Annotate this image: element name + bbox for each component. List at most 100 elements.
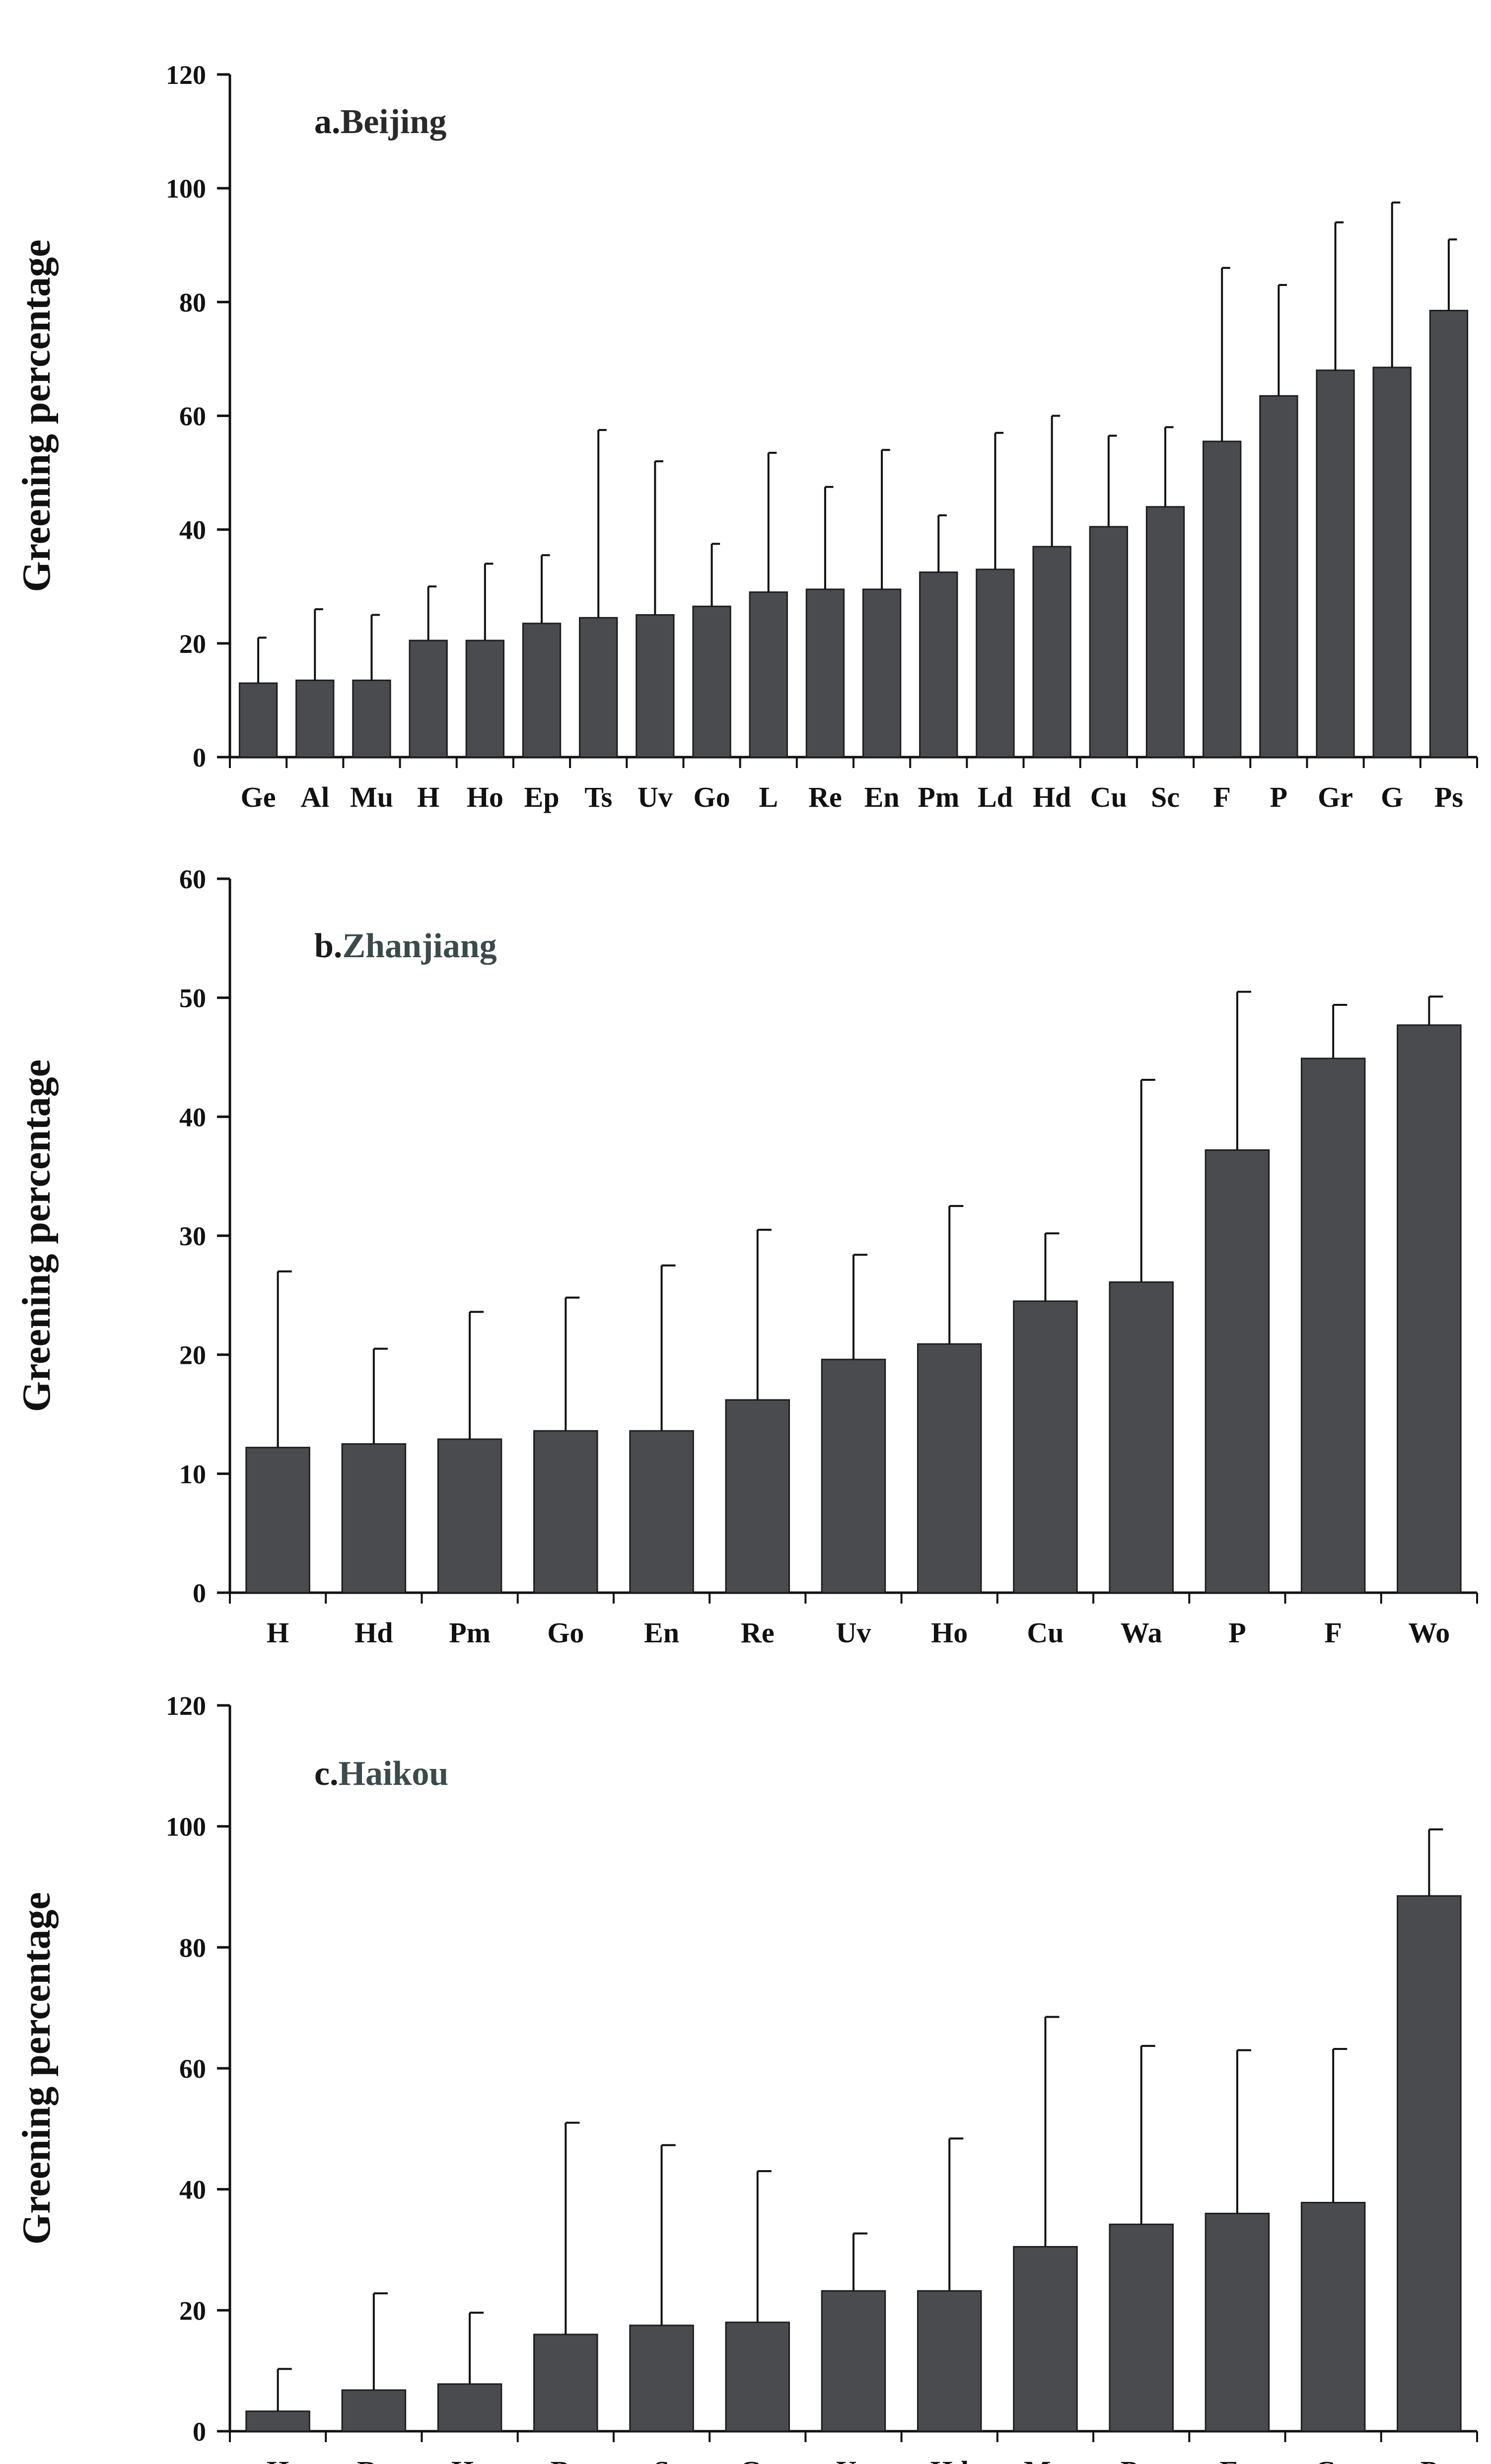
y-tick-label: 20 bbox=[179, 1340, 206, 1370]
bar-ps bbox=[1429, 310, 1469, 758]
category-label: S bbox=[653, 2455, 669, 2464]
y-tick-label: 80 bbox=[179, 1933, 206, 1963]
y-tick-label: 40 bbox=[179, 1102, 206, 1132]
bar-en bbox=[1205, 2212, 1270, 2432]
category-label: Re bbox=[357, 2455, 391, 2464]
category-label: Al bbox=[300, 781, 329, 813]
y-tick-label: 30 bbox=[179, 1221, 206, 1251]
bar-uv bbox=[821, 1358, 886, 1594]
chart-title-city: Haikou bbox=[339, 1755, 449, 1793]
bar-bs bbox=[533, 2333, 598, 2432]
category-label: F bbox=[1213, 781, 1230, 813]
bar-s bbox=[629, 2324, 694, 2432]
category-label: Pm bbox=[449, 1617, 491, 1649]
bar-h bbox=[245, 1447, 310, 1594]
category-label: Mu bbox=[1024, 2455, 1067, 2464]
y-tick-label: 40 bbox=[179, 2175, 206, 2205]
category-label: Ge bbox=[241, 781, 276, 813]
bar-go bbox=[725, 2322, 790, 2432]
category-label: Go bbox=[547, 1617, 584, 1649]
bar-pm bbox=[1109, 2223, 1174, 2432]
bar-p bbox=[1205, 1149, 1270, 1594]
bar-wa bbox=[1109, 1281, 1174, 1594]
bar-re bbox=[805, 588, 845, 758]
bar-pm bbox=[919, 571, 958, 758]
bar-uv bbox=[636, 614, 675, 758]
category-label: Ho bbox=[931, 1617, 968, 1649]
bar-ho bbox=[917, 1343, 982, 1594]
category-label: En bbox=[644, 1617, 679, 1649]
category-label: Sc bbox=[1151, 781, 1180, 813]
chart-title-prefix: b. bbox=[314, 927, 342, 965]
category-label: P bbox=[1270, 781, 1287, 813]
bar-hd bbox=[341, 1443, 407, 1594]
bar-en bbox=[629, 1430, 694, 1594]
bar-mu bbox=[352, 679, 391, 758]
y-tick-label: 0 bbox=[193, 2417, 206, 2447]
category-label: Go bbox=[739, 2455, 776, 2464]
category-label: Ld bbox=[978, 781, 1013, 813]
bar-cu bbox=[1013, 1300, 1078, 1594]
category-label: Ep bbox=[524, 781, 560, 813]
y-tick-label: 0 bbox=[193, 743, 206, 773]
bar-wo bbox=[1397, 1024, 1462, 1594]
category-label: Uv bbox=[836, 1617, 871, 1649]
category-label: H bbox=[267, 2455, 289, 2464]
category-label: H bbox=[417, 781, 439, 813]
category-label: Hd bbox=[1033, 781, 1071, 813]
category-label: Hd bbox=[355, 1617, 393, 1649]
category-label: Cu bbox=[1090, 781, 1127, 813]
bar-h bbox=[245, 2410, 310, 2432]
bar-p bbox=[1397, 1895, 1462, 2432]
y-axis-title: Greening percentage bbox=[15, 1892, 59, 2245]
bar-hd bbox=[917, 2290, 982, 2432]
category-label: G bbox=[1381, 781, 1403, 813]
chart-title-city: Zhanjiang bbox=[342, 927, 497, 965]
category-label: Ho bbox=[451, 2455, 488, 2464]
category-label: Pm bbox=[918, 781, 959, 813]
y-axis-title: Greening percentage bbox=[15, 1059, 59, 1412]
bar-p bbox=[1259, 395, 1298, 758]
bar-ho bbox=[465, 639, 504, 758]
chart-panel-haikou: 0 20 40 60 80 100 120 H Re Ho Bs S Go Uv Hd Mu Pm En Cu P Gr… bbox=[15, 1691, 1478, 2464]
y-tick-label: 120 bbox=[166, 60, 206, 90]
category-label: L bbox=[759, 781, 778, 813]
chart-panel-zhanjiang: 0 10 20 30 40 50 60 H Hd Pm Go En Re Uv Ho Cu Wa P F Wo Gree… bbox=[15, 864, 1478, 1649]
category-label: Wa bbox=[1121, 1617, 1162, 1649]
chart-title: b.Zhanjiang bbox=[314, 927, 497, 965]
category-label: Bs bbox=[551, 2455, 581, 2464]
category-label: Re bbox=[741, 1617, 775, 1649]
category-label: Uv bbox=[638, 781, 673, 813]
bar-al bbox=[295, 679, 335, 758]
bar-en bbox=[862, 588, 902, 758]
bar-cu bbox=[1300, 2201, 1366, 2432]
y-tick-label: 60 bbox=[179, 864, 206, 894]
category-label: Mu bbox=[350, 781, 393, 813]
bar-ho bbox=[437, 2383, 502, 2432]
bar-re bbox=[725, 1399, 790, 1594]
bar-go bbox=[533, 1430, 598, 1594]
bar-go bbox=[692, 605, 731, 758]
bar-ep bbox=[522, 623, 562, 758]
category-label: Hd bbox=[930, 2455, 969, 2464]
bar-h bbox=[409, 639, 448, 758]
category-label: Gr bbox=[1318, 781, 1353, 813]
bar-mu bbox=[1013, 2246, 1078, 2432]
y-tick-label: 60 bbox=[179, 402, 206, 431]
bar-uv bbox=[821, 2290, 886, 2432]
bar-re bbox=[341, 2389, 407, 2432]
y-tick-label: 20 bbox=[179, 2296, 206, 2325]
bar-ld bbox=[976, 568, 1015, 758]
bar-g bbox=[1372, 366, 1412, 758]
y-tick-label: 120 bbox=[166, 1691, 206, 1721]
chart-title-prefix: a. bbox=[314, 103, 341, 141]
category-label: P bbox=[1420, 2455, 1438, 2464]
bar-hd bbox=[1032, 546, 1071, 758]
chart-title: a.Beijing bbox=[314, 103, 446, 141]
category-label: Re bbox=[808, 781, 842, 813]
y-tick-label: 100 bbox=[166, 1812, 206, 1842]
y-tick-label: 0 bbox=[193, 1578, 206, 1608]
y-tick-label: 20 bbox=[179, 629, 206, 659]
y-axis-title: Greening percentage bbox=[15, 239, 59, 592]
